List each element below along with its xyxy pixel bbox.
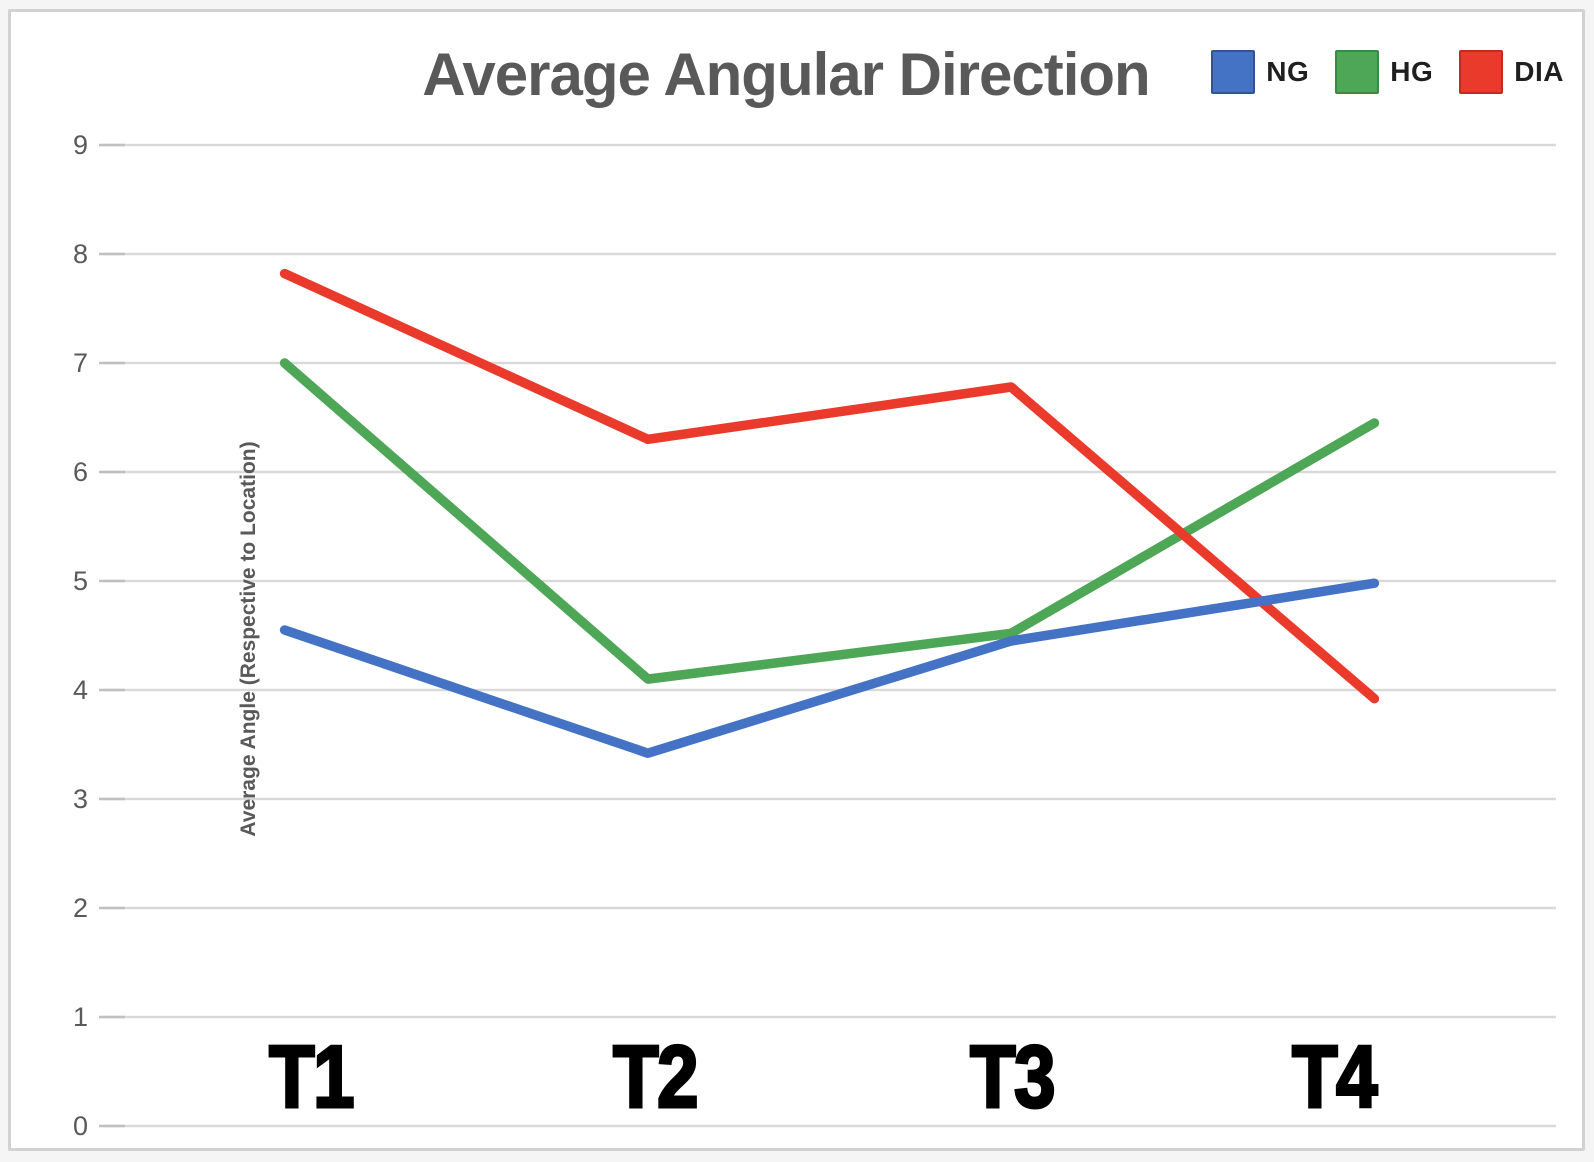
y-tick-label-1: 1	[72, 1002, 88, 1032]
y-tick-label-4: 4	[72, 675, 88, 705]
series-line-dia	[279, 268, 1380, 704]
legend: NG HG DIA	[1211, 50, 1564, 94]
y-tick-label-3: 3	[72, 784, 88, 814]
series-line-ng	[279, 578, 1380, 758]
legend-swatch-hg	[1335, 50, 1380, 94]
x-category-label-t3: T3	[969, 1026, 1057, 1128]
x-category-label-t2: T2	[612, 1026, 700, 1128]
legend-label-hg: HG	[1390, 56, 1434, 87]
legend-label-ng: NG	[1266, 56, 1310, 87]
legend-swatch-ng	[1211, 50, 1256, 94]
legend-item-ng[interactable]: NG	[1211, 50, 1309, 94]
y-tick-label-5: 5	[72, 566, 88, 596]
y-tick-label-2: 2	[72, 893, 88, 923]
series-line-hg	[279, 358, 1380, 684]
x-category-label-t1: T1	[268, 1026, 356, 1128]
legend-item-dia[interactable]: DIA	[1459, 50, 1564, 94]
y-tick-label-7: 7	[72, 348, 88, 378]
y-axis-title: Average Angle (Respective to Location)	[237, 441, 260, 837]
y-tick-label-8: 8	[72, 239, 88, 269]
legend-swatch-dia	[1459, 50, 1504, 94]
legend-label-dia: DIA	[1514, 56, 1564, 87]
y-tick-label-6: 6	[72, 457, 88, 487]
chart-title: Average Angular Direction	[422, 41, 1150, 108]
y-tick-label-9: 9	[72, 130, 88, 160]
x-category-label-t4: T4	[1291, 1026, 1379, 1128]
y-tick-label-0: 0	[72, 1111, 88, 1141]
legend-item-hg[interactable]: HG	[1335, 50, 1433, 94]
